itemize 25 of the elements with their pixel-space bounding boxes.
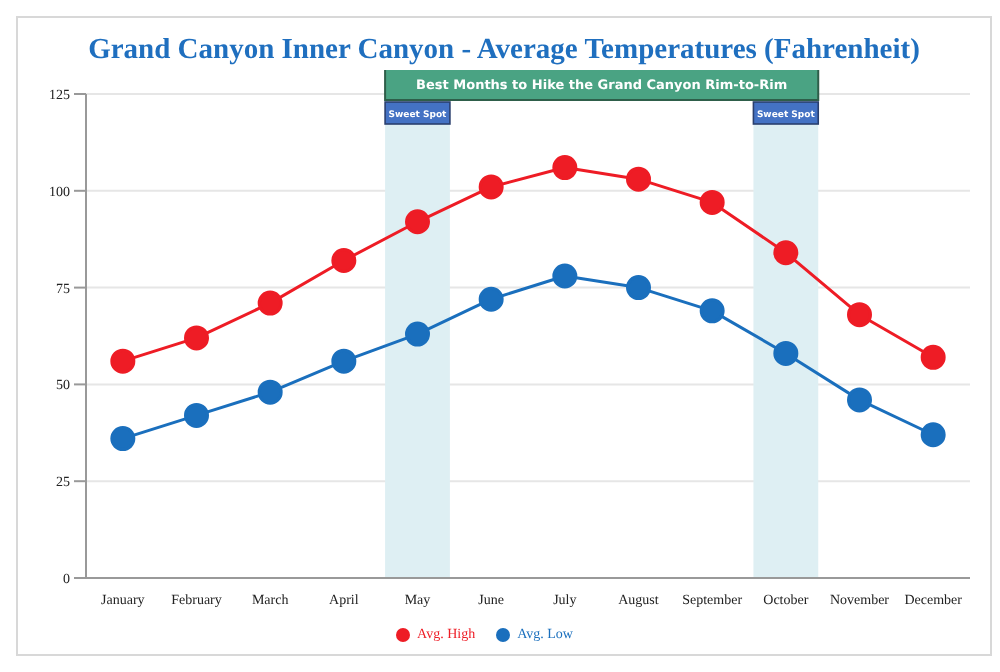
point <box>257 290 283 316</box>
chart-title: Grand Canyon Inner Canyon - Average Temperatures (Fahrenheit) <box>86 32 922 70</box>
point <box>331 248 357 273</box>
point <box>405 209 430 235</box>
point <box>920 344 946 370</box>
point <box>920 422 946 448</box>
point <box>478 174 504 200</box>
point <box>110 348 136 374</box>
point <box>552 155 578 181</box>
point <box>184 325 209 351</box>
point <box>773 340 799 366</box>
point <box>847 387 872 413</box>
point <box>626 166 651 192</box>
point <box>110 426 136 452</box>
point <box>699 298 725 324</box>
point <box>405 321 430 347</box>
point <box>331 348 357 374</box>
point <box>847 302 872 328</box>
point <box>478 286 504 312</box>
point <box>699 189 725 215</box>
point <box>184 402 209 428</box>
point <box>552 263 578 289</box>
point <box>773 240 799 266</box>
point <box>257 379 283 405</box>
point <box>626 275 651 301</box>
